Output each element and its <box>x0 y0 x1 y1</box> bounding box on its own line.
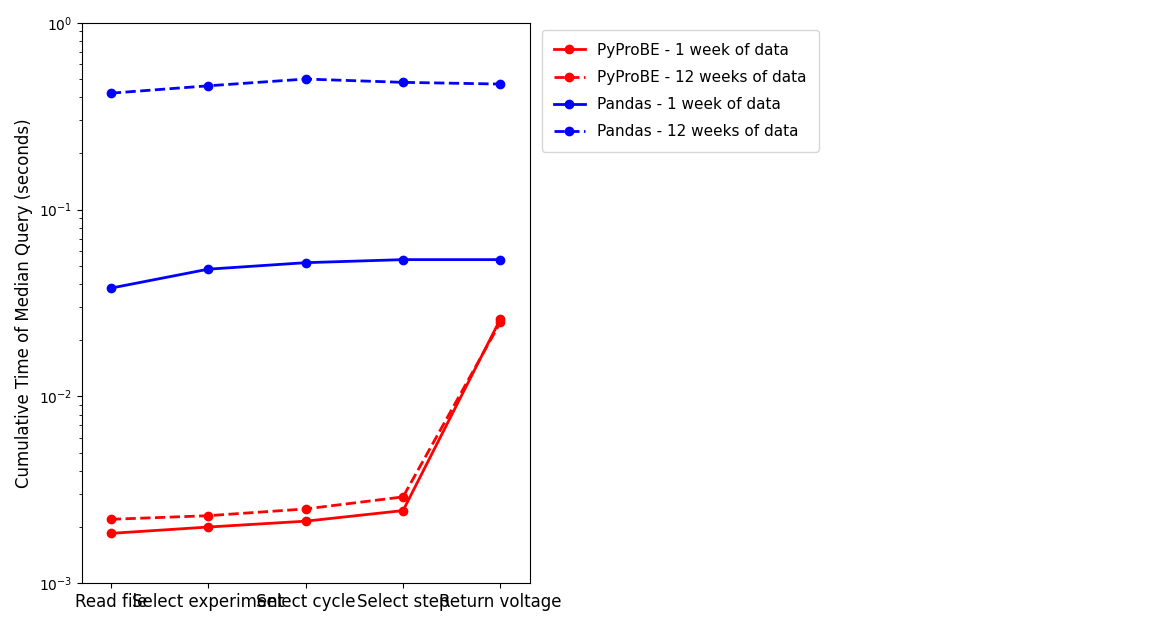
PyProBE - 1 week of data <box>396 507 410 515</box>
Line: PyProBE - 1 week of data: PyProBE - 1 week of data <box>107 315 505 538</box>
Y-axis label: Cumulative Time of Median Query (seconds): Cumulative Time of Median Query (seconds… <box>15 118 33 488</box>
Pandas - 1 week of data <box>104 284 118 292</box>
PyProBE - 12 weeks of data <box>299 505 313 513</box>
Pandas - 1 week of data <box>201 265 215 273</box>
PyProBE - 12 weeks of data <box>396 493 410 501</box>
Pandas - 12 weeks of data <box>104 90 118 97</box>
Pandas - 12 weeks of data <box>396 79 410 86</box>
PyProBE - 12 weeks of data <box>494 319 508 326</box>
Pandas - 1 week of data <box>396 256 410 264</box>
PyProBE - 12 weeks of data <box>104 516 118 523</box>
Pandas - 12 weeks of data <box>299 75 313 83</box>
Line: Pandas - 1 week of data: Pandas - 1 week of data <box>107 255 505 292</box>
Pandas - 12 weeks of data <box>494 80 508 88</box>
Pandas - 1 week of data <box>299 259 313 267</box>
PyProBE - 1 week of data <box>494 315 508 322</box>
PyProBE - 1 week of data <box>201 523 215 531</box>
Pandas - 12 weeks of data <box>201 82 215 90</box>
PyProBE - 1 week of data <box>299 518 313 525</box>
Pandas - 1 week of data <box>494 256 508 264</box>
Legend: PyProBE - 1 week of data, PyProBE - 12 weeks of data, Pandas - 1 week of data, P: PyProBE - 1 week of data, PyProBE - 12 w… <box>541 31 818 151</box>
Line: PyProBE - 12 weeks of data: PyProBE - 12 weeks of data <box>107 318 505 523</box>
Line: Pandas - 12 weeks of data: Pandas - 12 weeks of data <box>107 75 505 98</box>
PyProBE - 1 week of data <box>104 530 118 537</box>
PyProBE - 12 weeks of data <box>201 512 215 520</box>
